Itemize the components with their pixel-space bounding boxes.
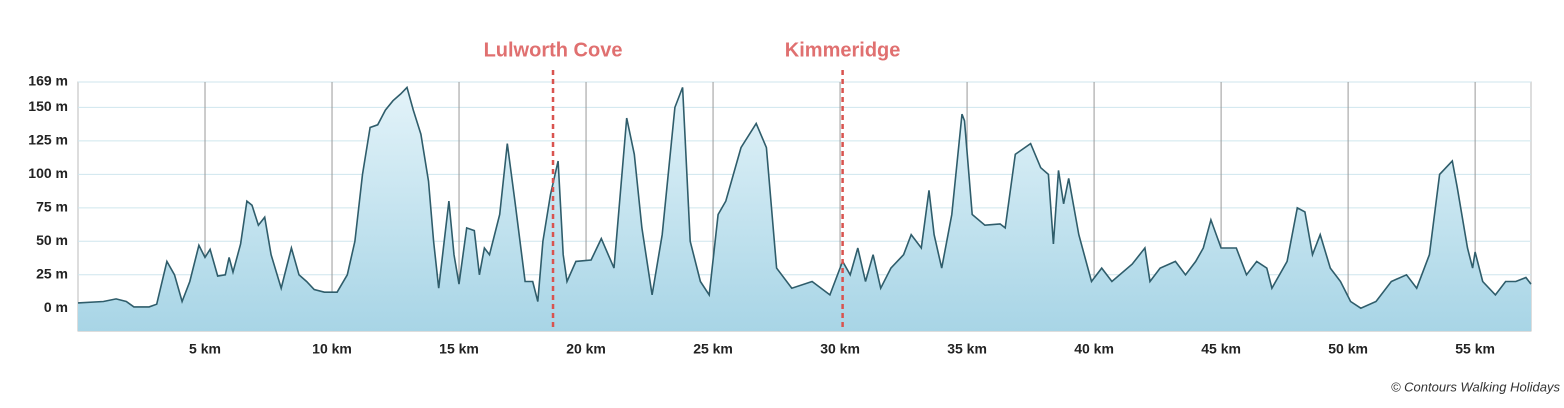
x-tick-label: 40 km — [1074, 341, 1114, 357]
y-tick-label: 0 m — [44, 299, 68, 315]
y-tick-label: 75 m — [36, 199, 68, 215]
x-tick-label: 55 km — [1455, 341, 1495, 357]
annotation-label: Kimmeridge — [785, 39, 901, 61]
x-tick-label: 5 km — [189, 341, 221, 357]
x-tick-label: 35 km — [947, 341, 987, 357]
credit: © Contours Walking Holidays — [1391, 379, 1561, 394]
x-tick-label: 45 km — [1201, 341, 1241, 357]
line — [77, 85, 1532, 310]
x-tick-label: 20 km — [566, 341, 606, 357]
x-tick-label: 50 km — [1328, 341, 1368, 357]
x-tick-label: 10 km — [312, 341, 352, 357]
y-tick-label: 25 m — [36, 265, 68, 281]
y-tick-label: 125 m — [28, 132, 68, 148]
x-tick-label: 30 km — [820, 341, 860, 357]
y-tick-label: 169 m — [28, 73, 68, 89]
y-tick-label: 50 m — [36, 232, 68, 248]
x-tick-label: 15 km — [439, 341, 479, 357]
y-tick-label: 100 m — [28, 165, 68, 181]
annotation-label: Lulworth Cove — [484, 39, 623, 61]
y-tick-label: 150 m — [28, 98, 68, 114]
x-tick-label: 25 km — [693, 341, 733, 357]
